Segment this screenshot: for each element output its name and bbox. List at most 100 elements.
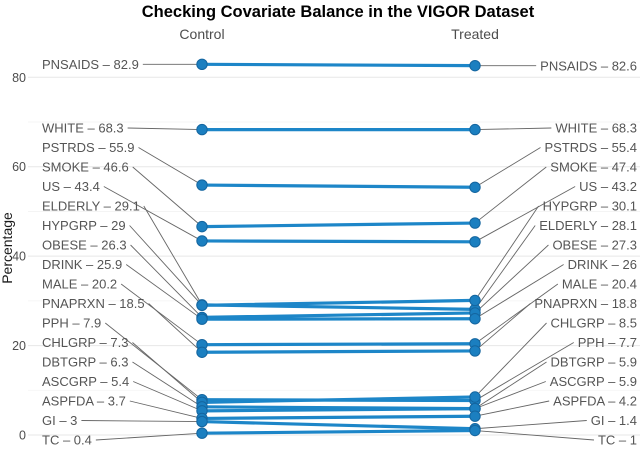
slope-line-male bbox=[200, 342, 477, 347]
left-label-hypgrp: HYPGRP – 29 bbox=[42, 218, 126, 233]
treated-point-drink bbox=[469, 313, 481, 325]
treated-point-us bbox=[469, 236, 481, 248]
treated-point-white bbox=[469, 123, 481, 136]
control-point-pnaprxn bbox=[196, 346, 208, 358]
right-leader-elderly bbox=[474, 225, 536, 310]
covariate-labels: PNSAIDS – 82.9 PNSAIDS – 82.6 WHITE – 68.3… bbox=[42, 57, 637, 448]
right-label-hypgrp: HYPGRP – 30.1 bbox=[543, 199, 637, 214]
treated-point-tc bbox=[469, 424, 481, 437]
slope-line-pnsaids bbox=[200, 62, 477, 68]
right-leader-pph bbox=[474, 342, 574, 401]
right-label-dbtgrp: DBTGRP – 5.9 bbox=[551, 355, 637, 370]
left-label-male: MALE – 20.2 bbox=[42, 277, 117, 292]
right-leader-obese bbox=[474, 244, 549, 314]
slope-line-ascgrp bbox=[200, 407, 477, 413]
slope-line-hypgrp bbox=[200, 298, 477, 307]
left-leader-pph bbox=[104, 322, 203, 401]
control-point-gi bbox=[196, 415, 208, 428]
slope-line-tc bbox=[200, 428, 477, 435]
right-label-obese: OBESE – 27.3 bbox=[552, 238, 637, 253]
right-leader-white bbox=[474, 127, 552, 131]
treated-point-aspfda bbox=[469, 410, 481, 422]
right-leader-ascgrp bbox=[474, 381, 546, 410]
left-label-elderly: ELDERLY – 29.1 bbox=[42, 199, 140, 214]
column-header-control: Control bbox=[179, 26, 224, 42]
column-header-treated: Treated bbox=[451, 26, 499, 42]
control-point-white bbox=[196, 123, 208, 136]
left-leader-elderly bbox=[143, 205, 203, 306]
y-tick-label: 40 bbox=[12, 250, 26, 264]
right-leader-chlgrp bbox=[474, 322, 547, 398]
left-leader-male bbox=[120, 283, 203, 346]
control-point-pnsaids bbox=[196, 58, 208, 71]
left-leader-dbtgrp bbox=[132, 361, 203, 408]
treated-point-smoke bbox=[469, 217, 481, 229]
left-leader-drink bbox=[125, 264, 203, 320]
right-leader-aspfda bbox=[474, 400, 550, 417]
right-label-drink: DRINK – 26 bbox=[568, 257, 637, 272]
control-point-smoke bbox=[196, 220, 208, 233]
right-leader-dbtgrp bbox=[474, 361, 547, 409]
left-label-us: US – 43.4 bbox=[42, 179, 100, 194]
chart-title: Checking Covariate Balance in the VIGOR … bbox=[142, 3, 535, 21]
slope-line-pstrds bbox=[200, 183, 477, 189]
right-label-pnaprxn: PNAPRXN – 18.8 bbox=[534, 296, 637, 311]
right-label-pnsaids: PNSAIDS – 82.6 bbox=[540, 58, 637, 73]
left-label-ascgrp: ASCGRP – 5.4 bbox=[42, 374, 129, 389]
left-leader-gi bbox=[81, 420, 203, 423]
right-label-white: WHITE – 68.3 bbox=[555, 121, 637, 136]
left-leader-hypgrp bbox=[129, 225, 203, 306]
treated-point-pstrds bbox=[469, 181, 481, 193]
slope-lines bbox=[200, 62, 477, 435]
treated-point-pnsaids bbox=[469, 59, 481, 72]
treated-point-hypgrp bbox=[469, 294, 481, 307]
left-label-chlgrp: CHLGRP – 7.3 bbox=[42, 335, 128, 350]
left-leader-tc bbox=[95, 432, 203, 441]
right-leader-us bbox=[474, 186, 576, 243]
left-label-pph: PPH – 7.9 bbox=[42, 316, 101, 331]
y-tick-label: 80 bbox=[12, 71, 26, 85]
right-label-elderly: ELDERLY – 28.1 bbox=[539, 218, 637, 233]
right-label-us: US – 43.2 bbox=[579, 179, 637, 194]
slope-line-obese bbox=[200, 311, 477, 319]
right-leader-male bbox=[474, 283, 559, 345]
right-label-gi: GI – 1.4 bbox=[591, 413, 637, 428]
left-label-white: WHITE – 68.3 bbox=[42, 121, 124, 136]
y-axis-title: Percentage bbox=[0, 212, 15, 284]
left-label-tc: TC – 0.4 bbox=[42, 433, 92, 448]
right-label-pstrds: PSTRDS – 55.4 bbox=[545, 140, 638, 155]
slope-line-chlgrp bbox=[200, 395, 477, 404]
left-leader-ascgrp bbox=[133, 381, 203, 412]
right-leader-gi bbox=[474, 420, 587, 430]
control-point-tc bbox=[196, 427, 208, 439]
left-label-obese: OBESE – 26.3 bbox=[42, 238, 127, 253]
right-label-male: MALE – 20.4 bbox=[562, 277, 637, 292]
y-tick-labels: 0 20 40 60 80 bbox=[12, 71, 26, 443]
slope-line-pnaprxn bbox=[200, 349, 477, 354]
data-points bbox=[196, 58, 481, 439]
left-label-gi: GI – 3 bbox=[42, 413, 77, 428]
right-leader-pstrds bbox=[474, 147, 541, 188]
left-leader-white bbox=[127, 127, 203, 131]
right-leader-tc bbox=[474, 430, 595, 441]
right-label-pph: PPH – 7.7 bbox=[578, 335, 637, 350]
left-label-drink: DRINK – 25.9 bbox=[42, 257, 122, 272]
left-leader-aspfda bbox=[129, 400, 203, 419]
slope-line-us bbox=[200, 239, 477, 244]
left-leader-chlgrp bbox=[132, 342, 203, 403]
right-label-smoke: SMOKE – 47.4 bbox=[550, 160, 637, 175]
left-label-aspfda: ASPFDA – 3.7 bbox=[42, 394, 126, 409]
y-tick-label: 20 bbox=[12, 339, 26, 353]
leader-lines bbox=[81, 63, 595, 441]
control-point-hypgrp bbox=[196, 299, 208, 312]
left-leader-pstrds bbox=[138, 147, 203, 186]
control-point-us bbox=[196, 235, 208, 247]
left-leader-pnaprxn bbox=[148, 303, 203, 353]
right-label-aspfda: ASPFDA – 4.2 bbox=[553, 394, 637, 409]
right-label-chlgrp: CHLGRP – 8.5 bbox=[551, 316, 637, 331]
right-leader-pnaprxn bbox=[474, 303, 531, 352]
treated-point-chlgrp bbox=[469, 391, 481, 403]
right-leader-smoke bbox=[474, 166, 547, 224]
